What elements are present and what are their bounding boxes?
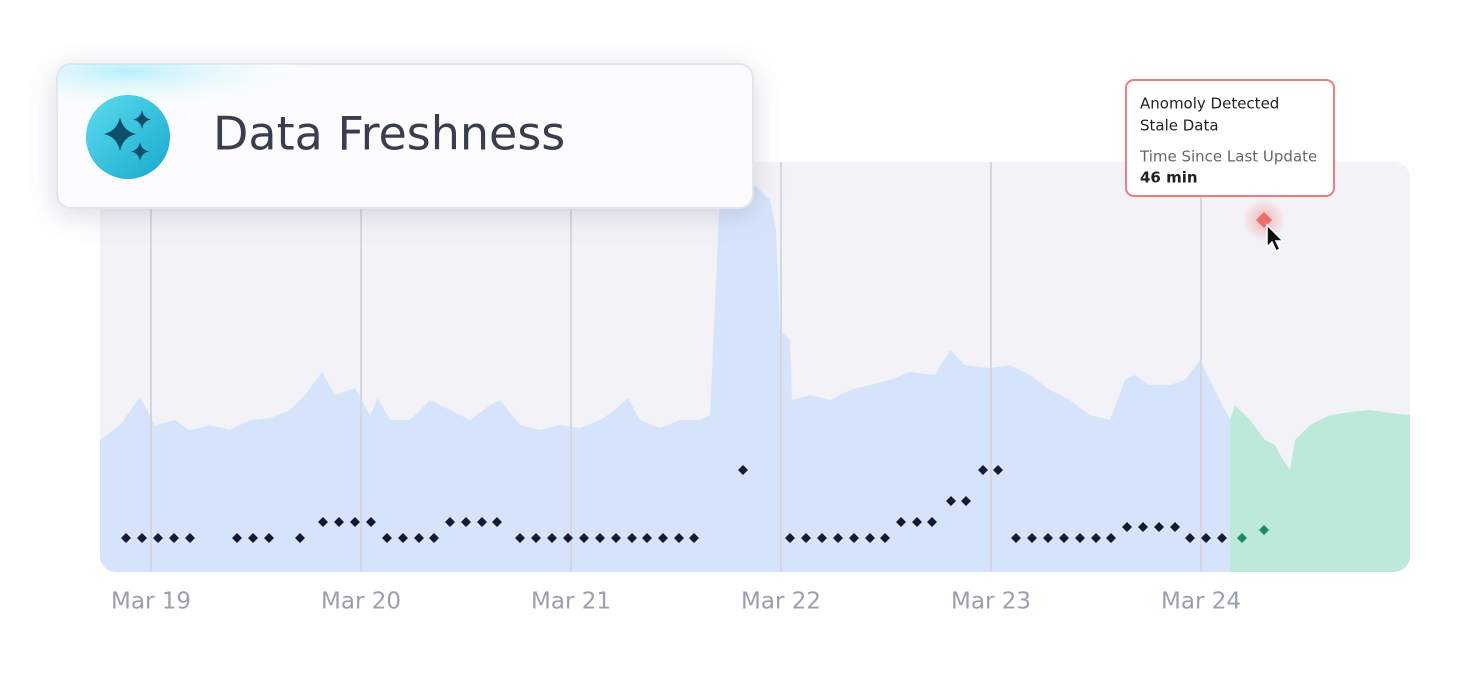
tooltip-metric-label: Time Since Last Update (1139, 148, 1317, 166)
tooltip-heading: Anomoly Detected (1140, 95, 1279, 113)
volume-area (100, 185, 1230, 572)
tooltip-box (1125, 79, 1335, 197)
cursor (1266, 223, 1285, 253)
card-title: Data Freshness (213, 107, 565, 161)
recent-point-markers (1237, 525, 1269, 543)
x-axis-labels: Mar 19 Mar 20 Mar 21 Mar 22 Mar 23 Mar 24 (111, 589, 1241, 615)
x-axis-label: Mar 24 (1161, 589, 1241, 615)
card-glow (57, 64, 753, 208)
tooltip-status: Stale Data (1140, 117, 1219, 135)
x-axis-label: Mar 20 (321, 589, 401, 615)
recent-area (1230, 405, 1410, 572)
freshness-points (121, 465, 1269, 543)
x-axis-label: Mar 21 (531, 589, 611, 615)
tooltip: Anomoly Detected Stale Data Time Since L… (1125, 79, 1335, 197)
x-axis-label: Mar 22 (741, 589, 821, 615)
grid-lines (150, 162, 1202, 572)
anomaly-point[interactable] (1256, 212, 1272, 228)
tooltip-metric-value: 46 min (1140, 169, 1198, 187)
x-axis-label: Mar 23 (951, 589, 1031, 615)
x-axis-label: Mar 19 (111, 589, 191, 615)
sparkles (104, 110, 151, 161)
title-card: Data Freshness (56, 63, 754, 209)
chart-panel: Mar 19 Mar 20 Mar 21 Mar 22 Mar 23 Mar 24 (100, 162, 1410, 615)
